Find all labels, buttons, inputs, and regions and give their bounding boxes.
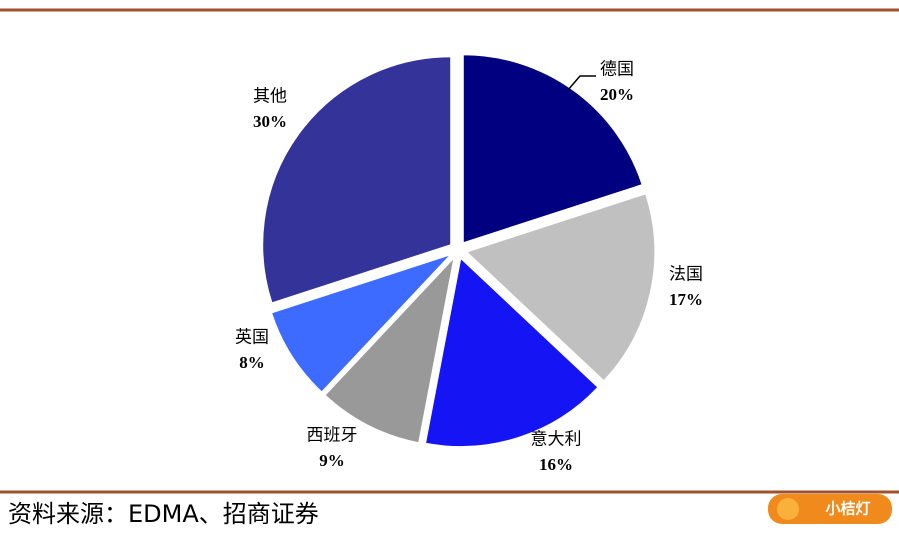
- leader-line: [567, 75, 596, 91]
- slice-value-label: 20%: [600, 85, 634, 104]
- pie-slice: [262, 56, 452, 304]
- pie-slice: [465, 193, 656, 382]
- source-note: 资料来源：EDMA、招商证券: [8, 500, 319, 528]
- logo-icon: [777, 498, 799, 520]
- slice-value-label: 8%: [239, 353, 265, 372]
- slice-value-label: 16%: [539, 455, 573, 474]
- pie-slice: [324, 256, 455, 444]
- pie: 德国 20% 法国 17% 意大利 16% 西班牙 9% 英国 8% 其他 30%: [235, 54, 703, 474]
- slice-label: 德国: [600, 60, 634, 80]
- slice-label: 法国: [669, 265, 703, 285]
- logo-badge: [768, 494, 892, 524]
- pie-slice: [462, 54, 643, 244]
- pie-slice: [270, 254, 451, 393]
- slice-label: 西班牙: [307, 426, 358, 446]
- slice-label: 英国: [235, 328, 269, 348]
- logo-text: 小桔灯: [825, 500, 870, 518]
- slice-label: 其他: [253, 87, 287, 107]
- slice-value-label: 9%: [319, 451, 345, 470]
- slice-label: 意大利: [531, 430, 582, 450]
- slice-value-label: 17%: [669, 290, 703, 309]
- pie-slice: [424, 257, 599, 448]
- slice-value-label: 30%: [253, 112, 287, 131]
